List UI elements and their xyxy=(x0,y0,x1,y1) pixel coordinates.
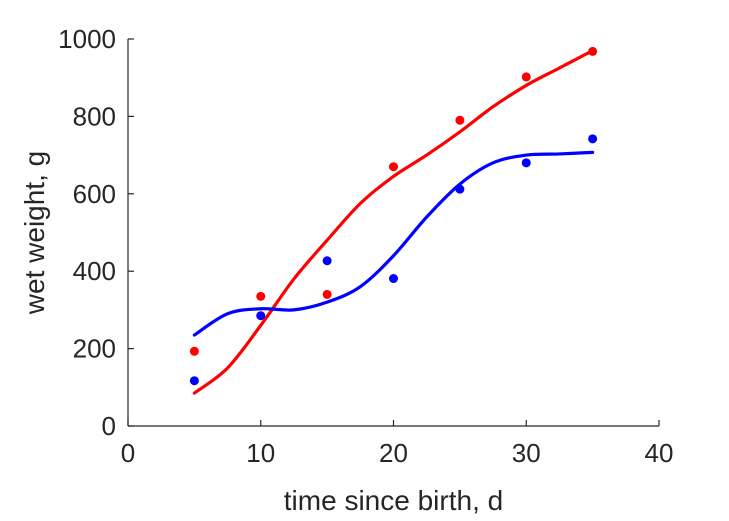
series-1-point xyxy=(455,115,465,125)
x-axis-label: time since birth, d xyxy=(284,485,503,516)
x-tick-label: 30 xyxy=(512,438,541,468)
x-tick-label: 0 xyxy=(121,438,135,468)
y-tick-label: 800 xyxy=(73,101,116,131)
series-2-point xyxy=(322,256,332,266)
series-2-point xyxy=(455,184,465,194)
series-1-point xyxy=(322,289,332,299)
series-2-point xyxy=(588,134,598,144)
series-1-point xyxy=(521,72,531,82)
y-tick-label: 1000 xyxy=(58,24,116,54)
series-1-point xyxy=(588,46,598,56)
x-tick-label: 10 xyxy=(246,438,275,468)
series-1 xyxy=(189,46,598,395)
y-tick-label: 400 xyxy=(73,256,116,286)
series-layer xyxy=(189,46,598,395)
y-tick-label: 200 xyxy=(73,334,116,364)
x-tick-label: 20 xyxy=(379,438,408,468)
y-axis-label: wet weight, g xyxy=(19,151,50,315)
x-ticks: 0 10 20 30 40 xyxy=(121,420,674,468)
axes xyxy=(127,39,659,427)
series-2-point xyxy=(389,274,398,284)
series-1-fit-line xyxy=(192,49,595,395)
y-tick-label: 0 xyxy=(102,411,116,441)
series-1-point xyxy=(389,162,398,172)
series-2-point xyxy=(189,376,199,386)
series-1-point xyxy=(256,291,266,301)
y-tick-label: 600 xyxy=(73,179,116,209)
series-1-point xyxy=(189,346,199,356)
series-2-point xyxy=(256,311,266,321)
series-2-point xyxy=(521,158,531,168)
series-2 xyxy=(189,134,598,386)
y-ticks: 0 200 400 600 800 1000 xyxy=(58,24,134,441)
series-2-fit-line xyxy=(192,150,595,337)
x-tick-label: 40 xyxy=(645,438,674,468)
